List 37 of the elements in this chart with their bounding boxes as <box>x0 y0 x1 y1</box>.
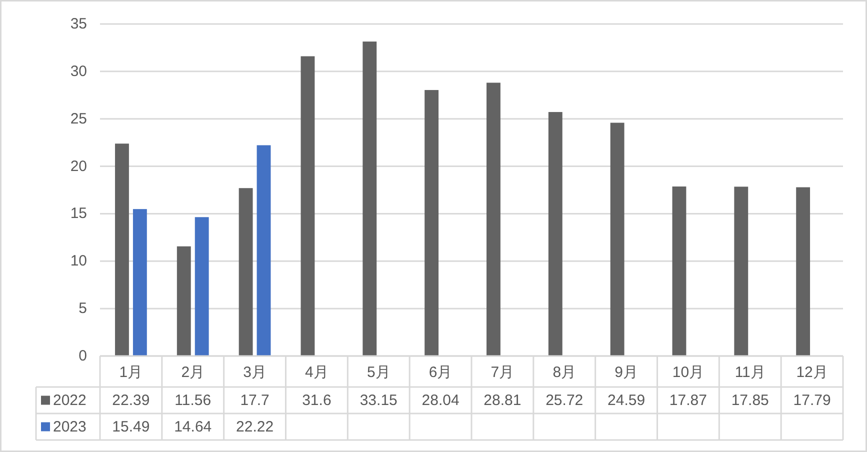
data-label: 17.87 <box>669 392 707 409</box>
legend-label: 2022 <box>53 392 86 409</box>
y-tick: 15 <box>70 205 87 222</box>
data-label: 28.04 <box>422 392 460 409</box>
y-tick: 35 <box>70 16 87 32</box>
data-label: 25.72 <box>546 392 584 409</box>
y-tick: 25 <box>70 110 87 128</box>
x-tick: 1月 <box>119 364 143 381</box>
data-label: 17.79 <box>793 392 831 409</box>
data-label: 24.59 <box>608 392 646 409</box>
x-tick: 7月 <box>490 364 514 381</box>
y-tick: 0 <box>78 348 87 364</box>
data-label: 15.49 <box>112 418 150 436</box>
legend-label: 2023 <box>53 418 86 436</box>
data-label: 14.64 <box>174 418 212 436</box>
x-tick: 2月 <box>181 364 205 381</box>
x-tick: 8月 <box>552 364 576 381</box>
x-tick: 5月 <box>366 364 390 381</box>
data-label: 17.7 <box>240 392 270 409</box>
data-label: 22.39 <box>112 392 150 409</box>
x-tick: 9月 <box>614 364 638 381</box>
y-tick: 5 <box>78 300 87 318</box>
x-tick: 12月 <box>796 364 828 381</box>
data-label: 28.81 <box>484 392 522 409</box>
x-tick: 4月 <box>305 364 328 381</box>
data-label: 33.15 <box>360 392 398 409</box>
x-tick: 11月 <box>734 364 766 381</box>
data-label: 17.85 <box>731 392 769 409</box>
y-tick: 10 <box>70 252 87 270</box>
y-tick: 30 <box>70 62 87 80</box>
x-tick: 3月 <box>243 364 266 381</box>
data-label: 31.6 <box>302 392 332 409</box>
data-label: 11.56 <box>174 392 212 409</box>
x-tick: 6月 <box>428 364 452 381</box>
data-label: 22.22 <box>236 418 274 436</box>
y-tick: 20 <box>70 158 87 175</box>
x-tick: 10月 <box>672 364 704 381</box>
